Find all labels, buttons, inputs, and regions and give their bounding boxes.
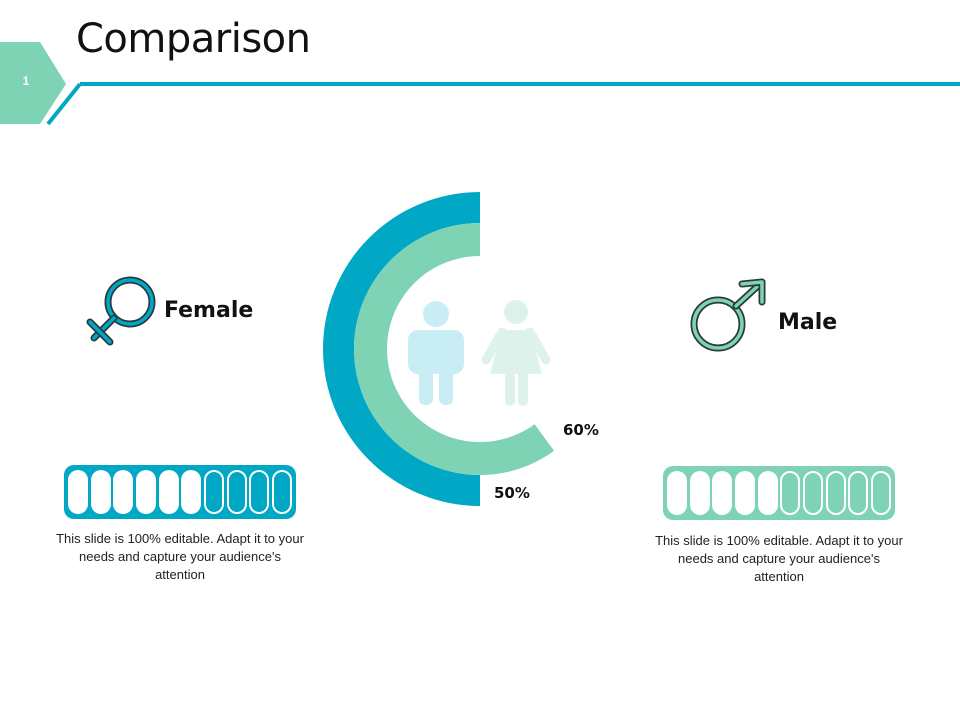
bar-unit-filled xyxy=(90,470,111,514)
bar-unit-filled xyxy=(734,471,755,515)
female-symbol-icon xyxy=(86,276,156,346)
donut-arc-female xyxy=(323,192,480,506)
slide-number-badge xyxy=(0,42,66,124)
header-line-diagonal xyxy=(46,82,82,126)
female-label: Female xyxy=(164,298,254,323)
bar-unit-filled xyxy=(158,470,179,514)
bar-unit-empty xyxy=(249,470,270,514)
bar-unit-empty xyxy=(848,471,869,515)
slide-number: 1 xyxy=(22,74,30,88)
bar-unit-filled xyxy=(689,471,710,515)
bar-unit-filled xyxy=(181,470,202,514)
male-progress-bar xyxy=(663,466,895,520)
woman-figure-icon xyxy=(481,300,551,406)
male-description: This slide is 100% editable. Adapt it to… xyxy=(655,533,903,584)
bar-unit-filled xyxy=(113,470,134,514)
bar-unit-filled xyxy=(135,470,156,514)
bar-unit-empty xyxy=(780,471,801,515)
header-decoration xyxy=(0,42,960,126)
slide-title: Comparison xyxy=(76,16,311,62)
donut-arc-male xyxy=(353,223,555,476)
bar-unit-empty xyxy=(870,471,891,515)
bar-unit-filled xyxy=(757,471,778,515)
bar-unit-filled xyxy=(667,471,687,515)
bar-unit-empty xyxy=(226,470,247,514)
bar-unit-filled xyxy=(68,470,88,514)
male-percent-label: 60% xyxy=(563,421,599,439)
female-progress-bar xyxy=(64,465,296,519)
female-percent-label: 50% xyxy=(494,484,530,502)
bar-unit-empty xyxy=(271,470,292,514)
man-figure-icon xyxy=(408,301,464,405)
bar-unit-empty xyxy=(825,471,846,515)
bar-unit-filled xyxy=(712,471,733,515)
bar-unit-empty xyxy=(802,471,823,515)
male-symbol-icon xyxy=(690,278,766,352)
female-description: This slide is 100% editable. Adapt it to… xyxy=(56,531,304,582)
male-label: Male xyxy=(778,310,838,335)
bar-unit-empty xyxy=(203,470,224,514)
